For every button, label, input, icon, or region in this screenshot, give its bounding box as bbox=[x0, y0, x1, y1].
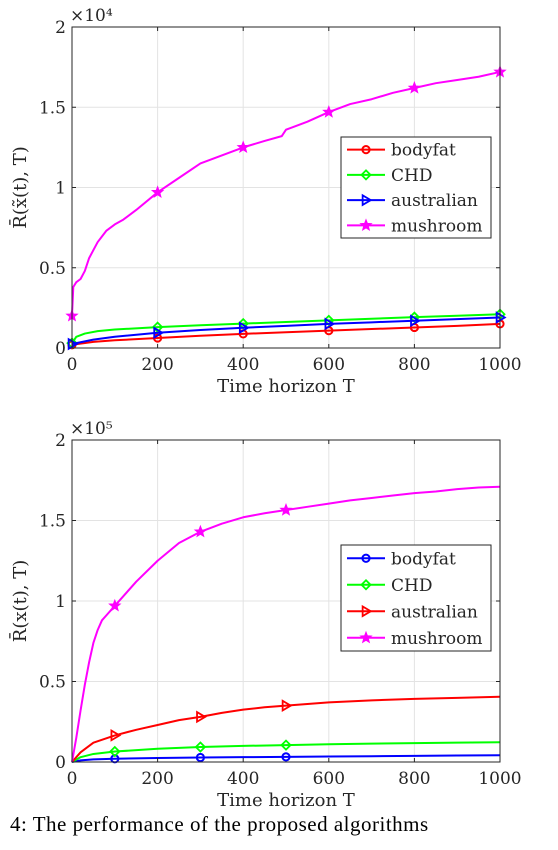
data-point-marker bbox=[196, 710, 207, 724]
series-australian bbox=[67, 311, 507, 351]
y-tick-label: 1.5 bbox=[39, 98, 66, 118]
legend-label: bodyfat bbox=[391, 549, 456, 569]
data-point-marker bbox=[280, 739, 292, 751]
legend-label: CHD bbox=[391, 166, 432, 186]
chart-panel-2: 0 200 400 600 800 1000 0 0.5 1 1.5 2×10⁵ Time horiz… bbox=[8, 419, 522, 810]
y-axis-label: R̄(x(t), T) bbox=[8, 560, 31, 642]
x-tick-label: 400 bbox=[227, 769, 259, 789]
y-tick-label: 1 bbox=[55, 179, 66, 199]
x-tick-label: 0 bbox=[67, 355, 78, 375]
legend-label: mushroom bbox=[391, 216, 482, 236]
data-point-marker bbox=[109, 745, 121, 758]
x-tick-label: 200 bbox=[141, 769, 173, 789]
legend-label: bodyfat bbox=[391, 141, 456, 161]
x-tick-label: 800 bbox=[398, 355, 430, 375]
data-point-marker bbox=[150, 185, 165, 198]
data-point-marker bbox=[151, 321, 164, 333]
y-axis-label: R̄(x̃(t), T) bbox=[8, 146, 31, 228]
legend-item-CHD: CHD bbox=[347, 576, 432, 596]
series-line-australian bbox=[71, 316, 501, 345]
y-tick-label: 0.5 bbox=[39, 259, 66, 279]
legend-label: mushroom bbox=[391, 629, 482, 649]
y-exponent-label: ×10⁴ bbox=[70, 6, 113, 26]
x-tick-label: 0 bbox=[67, 769, 78, 789]
data-point-marker bbox=[360, 169, 372, 181]
data-point-marker bbox=[195, 752, 205, 763]
data-point-marker bbox=[281, 699, 293, 713]
data-point-marker bbox=[361, 604, 373, 618]
data-point-marker bbox=[361, 553, 371, 563]
y-exponent-label: ×10⁵ bbox=[70, 419, 113, 439]
x-tick-label: 200 bbox=[141, 355, 173, 375]
data-point-marker bbox=[238, 321, 250, 335]
data-point-marker bbox=[407, 80, 422, 94]
series-line-CHD bbox=[71, 313, 501, 344]
series-line-australian bbox=[71, 695, 501, 763]
y-tick-label: 0 bbox=[55, 339, 66, 359]
legend-item-mushroom: mushroom bbox=[347, 216, 482, 236]
legend-item-mushroom: mushroom bbox=[347, 629, 482, 649]
data-point-marker bbox=[322, 105, 336, 118]
data-point-marker bbox=[194, 741, 207, 753]
x-tick-label: 600 bbox=[313, 769, 345, 789]
legend-item-bodyfat: bodyfat bbox=[347, 141, 456, 161]
series-line-bodyfat bbox=[71, 322, 501, 346]
x-tick-label: 1000 bbox=[478, 355, 521, 375]
data-point-marker bbox=[324, 317, 336, 331]
y-tick-label: 0.5 bbox=[39, 673, 66, 693]
y-tick-label: 1 bbox=[55, 592, 66, 612]
y-tick-label: 0 bbox=[55, 753, 66, 773]
legend-item-CHD: CHD bbox=[347, 166, 432, 186]
data-point-marker bbox=[193, 524, 208, 538]
legend-item-bodyfat: bodyfat bbox=[347, 549, 456, 569]
legend-item-australian: australian bbox=[347, 191, 478, 211]
data-point-marker bbox=[359, 218, 373, 232]
data-point-marker bbox=[281, 752, 291, 762]
data-point-marker bbox=[110, 729, 122, 742]
series-line-CHD bbox=[71, 741, 501, 763]
series-line-mushroom bbox=[71, 70, 501, 316]
data-point-marker bbox=[361, 145, 371, 155]
data-point-marker bbox=[108, 598, 122, 612]
x-tick-label: 600 bbox=[313, 355, 345, 375]
chart-panel-1: 0 200 400 600 800 1000 0 0.5 1 1.5 2×10⁴ Time horiz… bbox=[8, 6, 522, 397]
legend: bodyfat CHD australian mushroom bbox=[340, 544, 492, 652]
x-axis-label: Time horizon T bbox=[217, 376, 355, 397]
x-tick-label: 400 bbox=[227, 355, 259, 375]
data-point-marker bbox=[236, 140, 250, 154]
legend-label: australian bbox=[391, 191, 478, 211]
x-tick-label: 800 bbox=[398, 769, 430, 789]
y-tick-label: 2 bbox=[55, 431, 66, 451]
series-australian bbox=[71, 695, 501, 763]
legend-item-australian: australian bbox=[347, 602, 478, 622]
y-tick-label: 2 bbox=[55, 18, 66, 38]
data-point-marker bbox=[361, 193, 373, 207]
x-tick-label: 1000 bbox=[478, 769, 521, 789]
x-axis-label: Time horizon T bbox=[217, 790, 355, 810]
data-point-marker bbox=[67, 337, 79, 351]
data-point-marker bbox=[153, 326, 165, 340]
series-line-bodyfat bbox=[71, 754, 501, 763]
figure-caption: 4: The performance of the proposed algor… bbox=[10, 812, 429, 836]
data-point-marker bbox=[279, 503, 293, 516]
data-point-marker bbox=[410, 314, 421, 328]
legend-label: australian bbox=[391, 602, 478, 622]
data-point-marker bbox=[360, 578, 372, 591]
data-point-marker bbox=[495, 311, 507, 324]
series-bodyfat bbox=[71, 752, 501, 764]
series-mushroom bbox=[71, 485, 501, 763]
legend: bodyfat CHD australian mushroom bbox=[340, 136, 492, 239]
data-point-marker bbox=[359, 630, 373, 644]
legend-label: CHD bbox=[391, 576, 432, 596]
series-CHD bbox=[71, 739, 501, 763]
y-tick-label: 1.5 bbox=[39, 512, 66, 532]
